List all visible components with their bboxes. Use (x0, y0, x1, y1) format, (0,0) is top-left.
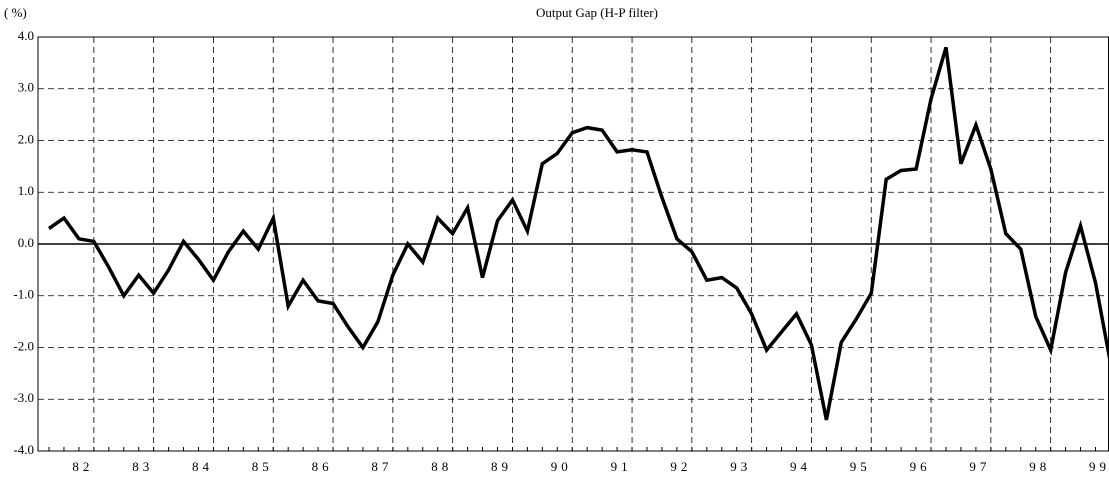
x-tick-label: 97 (969, 459, 990, 474)
y-tick-label: 0.0 (18, 235, 34, 250)
x-tick-label: 84 (192, 459, 213, 474)
x-tick-label: 87 (371, 459, 392, 474)
chart-title: Output Gap (H-P filter) (536, 5, 658, 20)
y-tick-label: -1.0 (13, 287, 34, 302)
x-tick-label: 95 (850, 459, 871, 474)
x-tick-label: 94 (790, 459, 811, 474)
y-tick-label: -4.0 (13, 442, 34, 457)
data-line (48, 46, 1109, 421)
x-tick-label: 88 (431, 459, 452, 474)
x-tick-label: 98 (1029, 459, 1050, 474)
x-tick-label: 91 (611, 459, 632, 474)
y-tick-label: 3.0 (18, 80, 34, 95)
x-tick-label: 86 (312, 459, 333, 474)
y-tick-label: 2.0 (18, 131, 34, 146)
y-tick-label: -3.0 (13, 390, 34, 405)
x-tick-label: 82 (72, 459, 93, 474)
x-tick-label: 89 (491, 459, 512, 474)
y-tick-label: -2.0 (13, 338, 34, 353)
x-tick-label: 93 (730, 459, 751, 474)
x-tick-label: 96 (910, 459, 931, 474)
y-tick-label: 4.0 (18, 28, 34, 43)
x-tick-label: 85 (252, 459, 273, 474)
x-tick-label: 90 (551, 459, 572, 474)
y-tick-label: 1.0 (18, 183, 34, 198)
x-tick-label: 92 (670, 459, 691, 474)
x-tick-label: 83 (132, 459, 153, 474)
x-tick-label: 99 (1089, 459, 1109, 474)
y-axis-label: ( %) (4, 5, 27, 20)
